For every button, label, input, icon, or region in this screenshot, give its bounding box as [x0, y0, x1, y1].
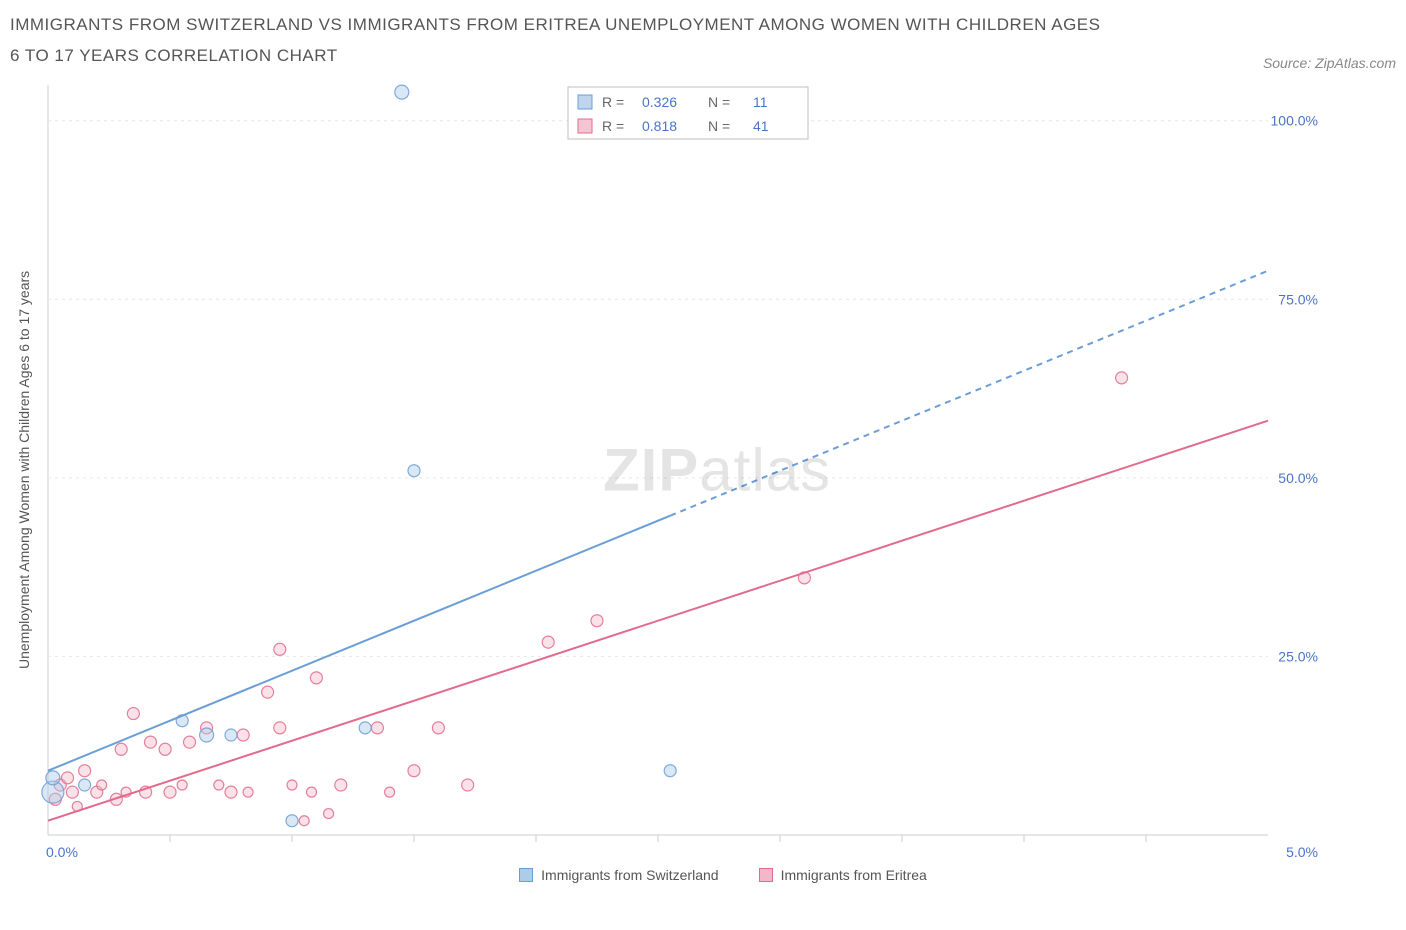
svg-text:41: 41 — [753, 118, 769, 134]
svg-text:100.0%: 100.0% — [1271, 113, 1318, 129]
svg-text:5.0%: 5.0% — [1286, 844, 1318, 860]
legend-item-switzerland: Immigrants from Switzerland — [519, 867, 718, 883]
legend-label: Immigrants from Eritrea — [781, 867, 927, 883]
svg-text:R =: R = — [602, 94, 624, 110]
svg-text:R =: R = — [602, 118, 624, 134]
svg-text:0.0%: 0.0% — [46, 844, 78, 860]
source-label: Source: ZipAtlas.com — [1263, 55, 1396, 71]
svg-text:25.0%: 25.0% — [1278, 649, 1318, 665]
y-axis-label: Unemployment Among Women with Children A… — [10, 75, 38, 865]
plot-area: 25.0% 50.0% 75.0% 100.0% 0.0% 5.0% R = 0.326 N =… — [38, 75, 1396, 865]
correlation-chart: IMMIGRANTS FROM SWITZERLAND VS IMMIGRANT… — [10, 10, 1396, 883]
swatch-icon — [519, 868, 533, 882]
svg-text:N =: N = — [708, 94, 730, 110]
swatch-icon — [759, 868, 773, 882]
chart-title: IMMIGRANTS FROM SWITZERLAND VS IMMIGRANT… — [10, 10, 1110, 71]
svg-text:N =: N = — [708, 118, 730, 134]
chart-svg: 25.0% 50.0% 75.0% 100.0% 0.0% 5.0% R = 0.326 N =… — [38, 75, 1338, 865]
svg-text:0.326: 0.326 — [642, 94, 677, 110]
svg-text:11: 11 — [753, 94, 768, 110]
svg-text:75.0%: 75.0% — [1278, 291, 1318, 307]
legend-item-eritrea: Immigrants from Eritrea — [759, 867, 927, 883]
svg-text:50.0%: 50.0% — [1278, 470, 1318, 486]
legend-label: Immigrants from Switzerland — [541, 867, 718, 883]
svg-text:0.818: 0.818 — [642, 118, 677, 134]
bottom-legend: Immigrants from Switzerland Immigrants f… — [50, 867, 1396, 883]
